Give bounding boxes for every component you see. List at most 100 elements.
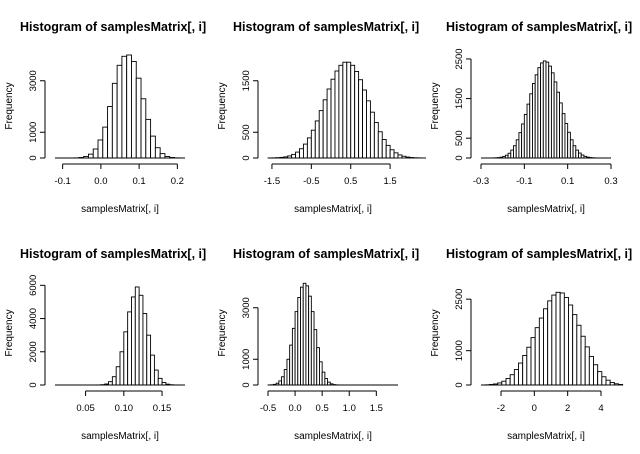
y-tick-label: 1500 — [454, 88, 465, 109]
histogram-bar — [159, 153, 166, 159]
histogram-bar — [543, 308, 549, 386]
x-tick-label: 0.3 — [604, 176, 617, 187]
histogram-bar — [568, 304, 574, 386]
histogram-bar — [146, 334, 152, 386]
histogram-bar — [111, 376, 117, 386]
y-tick-label: 1000 — [241, 349, 252, 370]
histogram-bar — [605, 379, 611, 386]
histogram-bar — [88, 153, 94, 159]
histogram-bar — [131, 60, 137, 159]
x-axis-label: samplesMatrix[, i] — [507, 204, 585, 215]
x-tick-label: 0.1 — [133, 176, 146, 187]
x-tick-label: 4 — [598, 403, 603, 414]
x-tick-label: 1.5 — [370, 403, 383, 414]
histogram-bar — [318, 110, 324, 159]
histogram-bar — [92, 148, 99, 159]
x-tick-label: 0.5 — [344, 176, 357, 187]
y-tick-label: 500 — [241, 124, 252, 140]
histogram-bar — [354, 71, 360, 159]
histogram-bar — [150, 354, 155, 386]
x-tick-label: -0.1 — [54, 176, 70, 187]
y-tick-label: 4000 — [28, 308, 39, 329]
histogram-bar — [97, 139, 104, 159]
histogram-bar — [588, 356, 594, 386]
histogram-bar — [401, 155, 407, 159]
histogram-bar — [150, 135, 156, 159]
histogram-bar — [291, 153, 297, 159]
histogram-bar — [299, 148, 304, 159]
y-tick-label: 0 — [454, 155, 465, 160]
x-tick-label: 1.0 — [343, 403, 356, 414]
y-tick-label: 2000 — [28, 341, 39, 362]
histogram-bar — [119, 351, 125, 386]
histogram-bar — [135, 77, 142, 159]
histogram-bar — [373, 122, 379, 159]
histogram-bar — [346, 61, 352, 159]
y-tick-label: 3000 — [28, 70, 39, 91]
histogram-bar — [142, 313, 148, 386]
histogram-bar — [393, 152, 399, 159]
histogram-bar — [338, 64, 344, 159]
histogram-bar — [518, 362, 524, 386]
histogram-bar — [551, 294, 557, 386]
histogram-bar — [597, 371, 603, 386]
histogram-bar — [593, 364, 599, 386]
histogram-bar — [350, 64, 356, 159]
x-axis-label: samplesMatrix[, i] — [294, 204, 372, 215]
histogram-bar — [362, 89, 367, 159]
x-tick-label: 0.05 — [76, 403, 95, 414]
chart-title: Histogram of samplesMatrix[, i] — [233, 247, 419, 261]
histogram-bar — [505, 378, 511, 386]
histogram-panel: Histogram of samplesMatrix[, i] -0.1 0.0 0.… — [4, 20, 206, 215]
histogram-bar — [563, 296, 569, 386]
histogram-panel: Histogram of samplesMatrix[, i] -2 0 2 4 0 100… — [430, 247, 632, 442]
histogram-bar — [526, 346, 532, 386]
histogram-bar — [405, 156, 411, 159]
histogram-bar — [501, 380, 507, 386]
x-tick-label: -1.5 — [264, 176, 280, 187]
histogram-bar — [580, 335, 586, 386]
histogram-bar — [127, 311, 132, 386]
x-tick-label: 0 — [532, 403, 537, 414]
y-tick-label: 0 — [454, 382, 465, 387]
x-tick-label: 1.5 — [384, 176, 397, 187]
histogram-panel: Histogram of samplesMatrix[, i] 0.05 0.10 0… — [4, 247, 206, 442]
x-axis-label: samplesMatrix[, i] — [81, 204, 159, 215]
x-tick-label: -0.5 — [260, 403, 276, 414]
histogram-bar — [330, 78, 336, 159]
x-tick-label: 2 — [565, 403, 570, 414]
histogram-bar — [547, 300, 553, 386]
histogram-bar — [530, 337, 536, 386]
x-tick-label: 0.10 — [115, 403, 134, 414]
chart-title: Histogram of samplesMatrix[, i] — [446, 247, 632, 261]
x-tick-label: 0.15 — [153, 403, 172, 414]
y-tick-label: 6000 — [28, 275, 39, 296]
histogram-bar — [102, 126, 109, 159]
histogram-bar — [322, 99, 328, 159]
histogram-bar — [358, 79, 364, 159]
x-tick-label: 0.1 — [561, 176, 574, 187]
histogram-bar — [123, 331, 129, 386]
histogram-bar — [295, 151, 300, 159]
histogram-bar — [131, 296, 136, 386]
y-tick-label: 2500 — [454, 289, 465, 310]
x-axis-label: samplesMatrix[, i] — [294, 431, 372, 442]
chart-title: Histogram of samplesMatrix[, i] — [20, 247, 206, 261]
y-tick-label: 0 — [241, 382, 252, 387]
x-tick-label: -0.5 — [303, 176, 319, 187]
histogram-bar — [126, 54, 132, 159]
histogram-bar — [334, 70, 340, 159]
x-tick-label: 0.5 — [316, 403, 329, 414]
x-axis-label: samplesMatrix[, i] — [507, 431, 585, 442]
y-tick-label: 1500 — [241, 70, 252, 91]
histogram-bar — [576, 324, 582, 386]
y-axis-label: Frequency — [217, 309, 228, 356]
histogram-bar — [134, 286, 140, 386]
y-tick-label: 3000 — [241, 297, 252, 318]
histogram-bar — [389, 149, 395, 159]
histogram-bar — [618, 384, 624, 386]
histogram-bar — [116, 64, 123, 159]
histogram-bar — [310, 129, 316, 159]
x-tick-label: -2 — [497, 403, 505, 414]
